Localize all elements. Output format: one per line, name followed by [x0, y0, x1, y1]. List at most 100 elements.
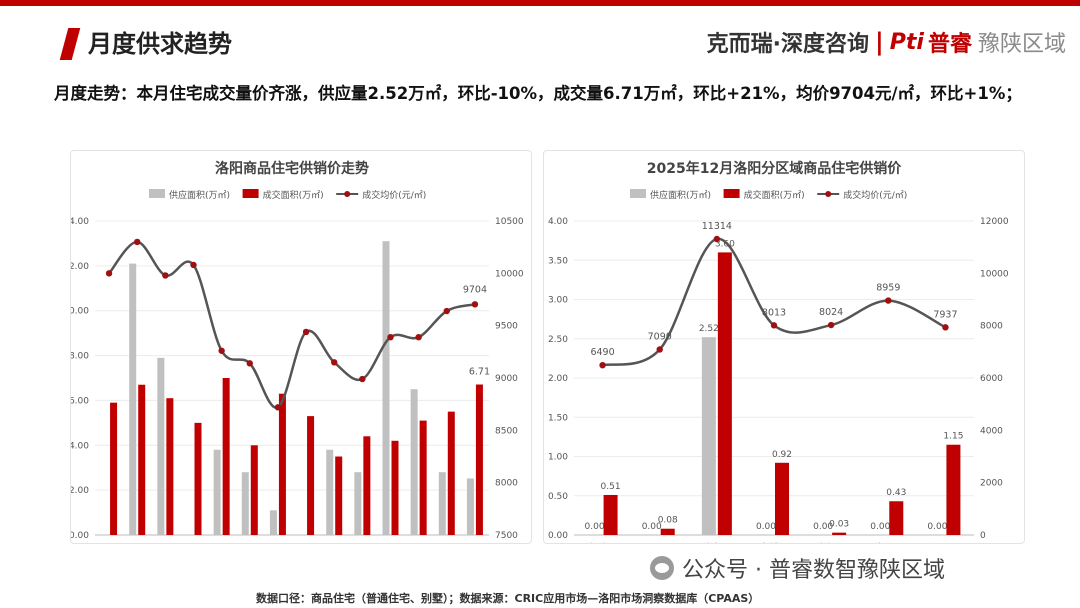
legend-label-1: 成交面积(万㎡) [263, 189, 324, 201]
y-right-tick-label: 10500 [495, 217, 524, 227]
y-right-tick-label: 9000 [495, 374, 518, 384]
bar-supply-label: 0.00 [642, 522, 662, 532]
y-left-tick-label: 8.00 [71, 352, 89, 362]
price-point [274, 404, 282, 411]
price-point [770, 322, 778, 329]
bar-supply [466, 478, 474, 535]
y-right-tick-label: 10000 [495, 269, 524, 279]
bar-deal [363, 436, 371, 535]
top-stripe [0, 0, 1080, 6]
y-left-tick-label: 4.00 [548, 217, 568, 227]
y-left-tick-label: 14.00 [71, 217, 89, 227]
bar-deal-label: 0.43 [886, 488, 906, 498]
bar-deal [335, 456, 343, 535]
bar-deal [775, 462, 789, 535]
bar-deal [166, 398, 174, 535]
y-left-tick-label: 6.00 [71, 396, 89, 406]
x-tick-label: 伊滨区 [588, 542, 617, 543]
y-left-tick-label: 0.00 [71, 531, 89, 541]
y-right-tick-label: 2000 [980, 479, 1003, 489]
bar-supply [157, 357, 165, 535]
y-left-tick-label: 4.00 [71, 441, 89, 451]
y-left-tick-label: 3.50 [548, 256, 568, 266]
y-right-tick-label: 10000 [980, 269, 1009, 279]
bar-deal [889, 501, 904, 535]
legend-swatch-0 [149, 189, 165, 198]
bar-supply [241, 472, 249, 535]
bar-deal [138, 384, 146, 535]
y-left-tick-label: 1.50 [548, 413, 568, 423]
bar-deal [391, 440, 399, 535]
y-left-tick-label: 0.50 [548, 492, 568, 502]
price-point [415, 333, 422, 341]
price-point [443, 307, 450, 315]
legend-label-0: 供应面积(万㎡) [169, 189, 230, 201]
x-tick-label: 涧西区 [931, 542, 960, 543]
price-line [602, 237, 946, 367]
legend-line-marker [344, 191, 351, 197]
price-line [108, 240, 476, 409]
price-point [218, 347, 225, 354]
price-point [302, 328, 310, 336]
bar-deal [419, 420, 427, 535]
y-left-tick-label: 0.00 [548, 531, 568, 541]
price-point-label: 7937 [933, 309, 957, 320]
y-left-tick-label: 3.00 [548, 296, 568, 306]
bar-supply-label: 0.00 [927, 522, 947, 532]
bar-deal-label: 0.08 [658, 516, 678, 526]
summary-text: 月度走势：本月住宅成交量价齐涨，供应量2.52万㎡，环比-10%，成交量6.71… [54, 84, 1022, 103]
data-label: 9704 [463, 284, 487, 295]
page-title: 月度供求趋势 [88, 30, 232, 58]
chart-title: 2025年12月洛阳分区域商品住宅供销价 [647, 160, 902, 177]
x-tick-label: 高新区 [817, 542, 846, 543]
brand-region: 豫陕区域 [977, 32, 1066, 57]
price-point [190, 261, 197, 269]
bar-supply [701, 337, 716, 535]
price-point [246, 360, 253, 367]
chart-panel-trend: 洛阳商品住宅供销价走势 供应面积(万㎡) 成交面积(万㎡) 成交均价(元/㎡) 0.00… [63, 150, 532, 554]
bar-supply-label: 0.00 [870, 522, 890, 532]
bar-deal [447, 411, 455, 535]
bar-deal [222, 378, 230, 535]
bar-deal [250, 445, 258, 535]
y-left-tick-label: 12.00 [71, 262, 89, 272]
price-point-label: 8959 [876, 283, 900, 294]
brand-name: 普睿 [927, 32, 972, 57]
x-tick-label: 洛龙区 [703, 542, 732, 543]
bar-supply [326, 449, 334, 535]
x-tick-label: 瀍河区 [874, 542, 903, 543]
price-point [162, 272, 169, 279]
price-point [105, 270, 113, 277]
bar-supply [269, 510, 277, 535]
brand-logo: Pti [889, 29, 924, 55]
bar-supply [354, 472, 362, 535]
brand-header: 克而瑞·深度咨询 | Pti 普睿 豫陕区域 [707, 26, 1066, 58]
brand-separator: | [875, 28, 884, 56]
price-point [942, 324, 949, 331]
bar-deal [278, 393, 286, 535]
legend-label-1: 成交面积(万㎡) [744, 189, 805, 201]
data-label: 6.71 [469, 367, 490, 378]
y-right-tick-label: 8000 [980, 322, 1003, 332]
bar-deal [660, 528, 675, 535]
price-point-label: 11314 [702, 221, 732, 232]
y-left-tick-label: 1.00 [548, 453, 568, 463]
price-point-label: 8013 [762, 307, 786, 318]
bar-supply-label: 0.00 [756, 522, 776, 532]
legend-swatch-0 [630, 189, 646, 198]
bar-deal [307, 416, 315, 535]
bar-deal [475, 384, 483, 535]
bar-supply [438, 472, 446, 535]
price-point-label: 6490 [590, 347, 614, 358]
y-left-tick-label: 2.00 [71, 486, 89, 496]
price-point [387, 333, 394, 341]
bar-deal [194, 422, 202, 535]
y-right-tick-label: 12000 [980, 217, 1009, 227]
legend-label-2: 成交均价(元/㎡) [843, 189, 907, 201]
bar-supply [129, 263, 137, 535]
price-point [359, 375, 366, 383]
price-point [656, 346, 663, 353]
wechat-account-name: 公众号 · 普睿数智豫陕区域 [682, 558, 945, 583]
price-point [885, 297, 892, 304]
